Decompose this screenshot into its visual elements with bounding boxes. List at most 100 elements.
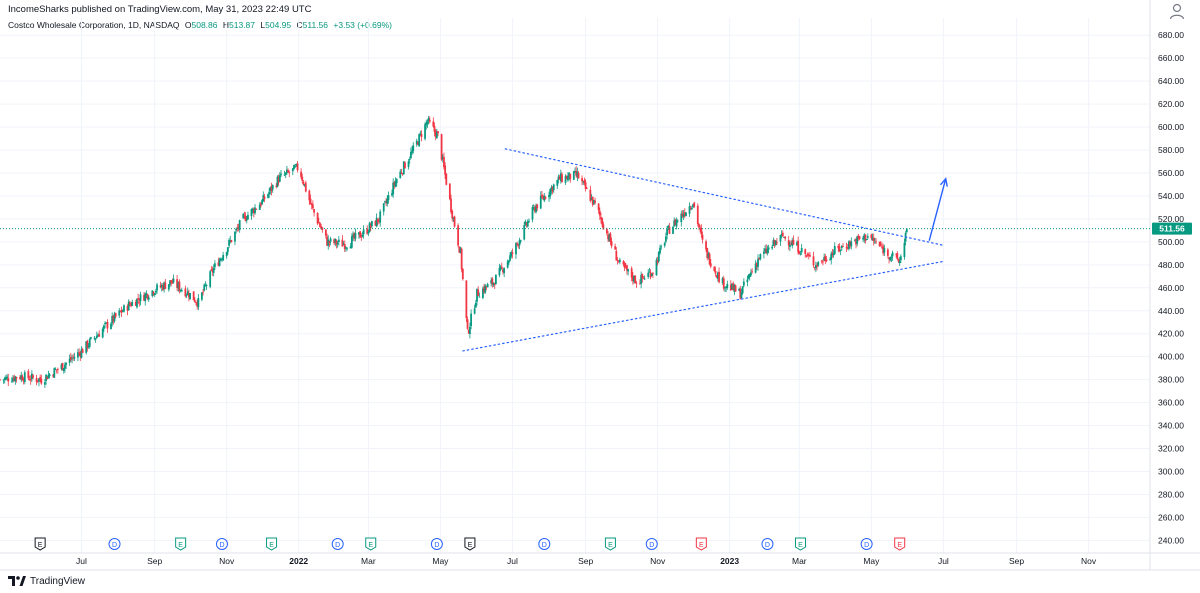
candle-body [407, 161, 410, 168]
candle-body [178, 281, 181, 291]
candle-body [775, 242, 778, 244]
x-tick-label: 2022 [289, 556, 308, 566]
candle-body [179, 289, 182, 291]
candle-body [346, 247, 349, 249]
earnings-marker[interactable] [365, 537, 377, 551]
dividend-marker[interactable] [430, 538, 443, 550]
candle-body [878, 241, 881, 247]
dividend-marker[interactable] [215, 538, 228, 550]
dividend-marker[interactable] [645, 538, 658, 550]
candle-body [757, 258, 759, 267]
candle-body [81, 349, 84, 353]
candle-body [283, 174, 286, 176]
candle-body [498, 268, 501, 276]
candle-body [420, 134, 423, 138]
candle-body [40, 378, 43, 384]
candle-body [276, 176, 279, 187]
trendline-lower[interactable] [462, 260, 944, 352]
candle-body [144, 293, 147, 302]
earnings-marker[interactable] [464, 537, 476, 551]
dividend-marker[interactable] [538, 538, 551, 550]
candle-body [327, 239, 330, 246]
earnings-marker[interactable] [175, 537, 187, 551]
earnings-marker[interactable] [795, 537, 807, 551]
candle-body [412, 145, 415, 152]
candle-body [672, 226, 674, 234]
candle-body [846, 247, 849, 249]
candle-body [734, 285, 737, 292]
candle-body [543, 195, 546, 201]
candle-body [518, 240, 521, 246]
y-tick-label: 440.00 [1158, 306, 1184, 316]
candle-body [27, 371, 30, 379]
candle-body [716, 272, 719, 279]
user-icon[interactable] [1168, 2, 1186, 20]
candle-body [311, 204, 314, 209]
dividend-marker[interactable] [860, 538, 873, 550]
candle-body [648, 271, 651, 273]
candle-body [478, 296, 481, 298]
candle-body [888, 257, 890, 260]
candle-body [286, 169, 288, 173]
candle-body [572, 171, 575, 180]
candle-body [622, 261, 625, 265]
earnings-marker[interactable] [604, 537, 616, 551]
y-tick-label: 680.00 [1158, 30, 1184, 40]
dividend-marker[interactable] [108, 538, 121, 550]
candle-body [675, 220, 678, 227]
candle-body [519, 240, 522, 242]
candle-body [376, 218, 379, 223]
candle-body [437, 131, 439, 134]
dividend-marker[interactable] [331, 538, 344, 550]
candle-body [268, 191, 271, 195]
candle-body [574, 171, 576, 172]
candle-body [428, 119, 431, 122]
candle-body [601, 218, 604, 225]
candle-body [602, 224, 605, 230]
candle-body [635, 282, 638, 284]
candle-body [62, 368, 65, 371]
candle-body [358, 232, 360, 235]
earnings-marker[interactable] [34, 537, 46, 551]
candle-body [156, 284, 158, 291]
candle-body [733, 284, 736, 292]
y-tick-label: 420.00 [1158, 329, 1184, 339]
candle-body [784, 236, 787, 239]
y-tick-label: 520.00 [1158, 214, 1184, 224]
tradingview-brand: TradingView [30, 575, 86, 587]
candle-body [146, 294, 149, 299]
earnings-marker[interactable] [894, 537, 906, 551]
dividend-marker[interactable] [761, 538, 774, 550]
candle-body [321, 227, 324, 230]
low-label: L [260, 20, 266, 30]
candle-body [263, 196, 266, 200]
candle-body [2, 379, 5, 381]
candle-body [448, 183, 451, 199]
candle-body [452, 217, 455, 220]
candle-body [855, 239, 857, 245]
candle-body [899, 256, 902, 261]
tradingview-logo[interactable]: TradingView [8, 574, 85, 588]
x-tick-label: Mar [792, 556, 807, 566]
candle-body [493, 284, 496, 286]
candle-body [688, 206, 691, 214]
earnings-marker[interactable] [266, 537, 278, 551]
candle-body [523, 224, 526, 240]
earnings-marker[interactable] [695, 537, 707, 551]
candle-body [616, 260, 619, 262]
candle-body [698, 223, 700, 228]
trendline-upper[interactable] [504, 148, 944, 246]
candle-body [316, 213, 319, 224]
candle-body [30, 373, 33, 380]
candle-body [838, 246, 841, 251]
candle-body [473, 308, 476, 314]
candle-body [839, 249, 842, 251]
candle-body [162, 285, 164, 290]
candle-body [121, 311, 124, 312]
candle-body [721, 278, 724, 283]
candle-body [564, 176, 567, 183]
candle-body [642, 277, 645, 279]
candle-body [275, 185, 278, 187]
projection-arrow[interactable] [928, 178, 947, 241]
